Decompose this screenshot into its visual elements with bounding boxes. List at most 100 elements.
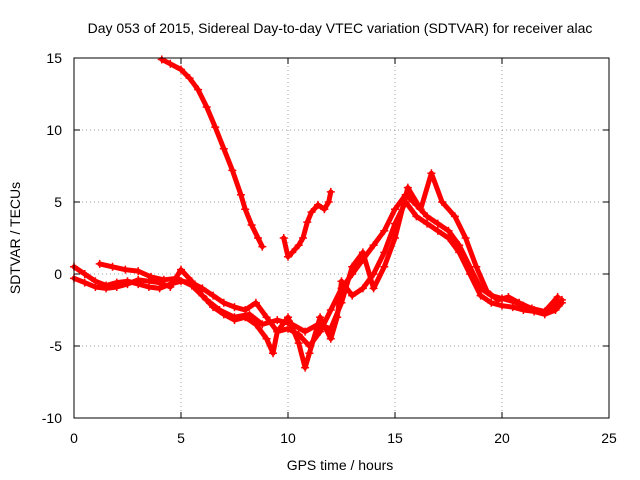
data-point xyxy=(194,85,203,94)
x-tick-label: 15 xyxy=(387,430,403,446)
data-point xyxy=(423,219,432,228)
data-point xyxy=(369,284,378,293)
data-point xyxy=(294,241,303,250)
series-trace xyxy=(97,170,561,335)
data-point xyxy=(307,208,316,217)
data-point xyxy=(403,183,412,192)
x-tick-label: 20 xyxy=(494,430,510,446)
data-point xyxy=(288,248,297,257)
data-point xyxy=(177,265,185,274)
data-point xyxy=(433,226,442,235)
data-point xyxy=(316,313,325,322)
data-point xyxy=(301,363,310,372)
data-point xyxy=(358,248,367,257)
data-point xyxy=(515,298,524,307)
data-point xyxy=(166,59,175,68)
series-trace xyxy=(159,56,265,250)
data-point xyxy=(450,212,459,221)
y-tick-label: 0 xyxy=(54,266,62,282)
data-point xyxy=(187,281,196,290)
x-tick-label: 5 xyxy=(177,430,185,446)
data-point xyxy=(219,144,228,153)
data-point xyxy=(504,293,513,302)
data-point xyxy=(553,293,562,302)
data-point xyxy=(298,234,307,242)
data-point xyxy=(313,320,322,329)
data-point xyxy=(455,248,464,257)
data-point xyxy=(380,262,389,271)
data-point xyxy=(284,252,292,261)
data-point xyxy=(444,226,453,235)
data-point xyxy=(320,205,329,214)
data-point xyxy=(433,219,442,228)
data-point xyxy=(326,187,335,196)
data-point xyxy=(159,275,168,284)
data-point xyxy=(391,205,399,214)
data-point xyxy=(305,349,314,358)
data-point xyxy=(540,307,549,316)
data-point xyxy=(348,262,357,271)
data-point xyxy=(273,327,282,336)
x-tick-label: 10 xyxy=(280,430,296,446)
data-point xyxy=(269,349,278,358)
data-point xyxy=(209,291,218,300)
data-point xyxy=(112,282,121,291)
x-tick-label: 25 xyxy=(601,430,617,446)
y-tick-label: -5 xyxy=(50,338,63,354)
data-point xyxy=(288,320,297,329)
data-point xyxy=(461,234,470,242)
data-point xyxy=(498,301,506,310)
data-point xyxy=(108,262,117,271)
data-point xyxy=(95,259,104,268)
chart-title: Day 053 of 2015, Sidereal Day-to-day VTE… xyxy=(88,20,593,36)
data-point xyxy=(380,248,389,257)
data-point xyxy=(241,205,250,214)
y-tick-label: 15 xyxy=(46,50,62,66)
data-point xyxy=(324,198,333,206)
data-point xyxy=(245,310,254,319)
data-point xyxy=(80,270,89,278)
data-point xyxy=(508,303,517,312)
data-point xyxy=(254,234,263,242)
data-point xyxy=(326,334,335,343)
data-point xyxy=(472,262,481,271)
data-point xyxy=(247,221,256,230)
data-point xyxy=(236,190,245,199)
data-point xyxy=(134,275,143,284)
data-point xyxy=(258,242,267,251)
data-point xyxy=(273,316,282,325)
data-point xyxy=(177,65,185,74)
data-point xyxy=(380,226,389,235)
data-series xyxy=(70,55,566,372)
data-point xyxy=(303,218,312,227)
data-point xyxy=(262,313,271,322)
data-point xyxy=(438,198,447,206)
data-point xyxy=(391,234,399,242)
data-point xyxy=(369,241,378,250)
data-point xyxy=(157,55,166,64)
data-point xyxy=(91,282,100,291)
data-point xyxy=(258,320,267,329)
data-point xyxy=(166,282,175,291)
data-point xyxy=(102,284,111,293)
data-point xyxy=(527,304,536,313)
data-point xyxy=(147,272,156,281)
y-axis-label: SDTVAR / TECUs xyxy=(7,182,23,294)
data-point xyxy=(416,205,425,214)
data-point xyxy=(294,339,303,348)
grid-lines xyxy=(74,58,609,418)
data-point xyxy=(412,212,421,221)
data-point xyxy=(230,313,239,322)
x-tick-label: 0 xyxy=(70,430,78,446)
data-point xyxy=(427,169,436,178)
series-track-e xyxy=(279,187,335,261)
data-point xyxy=(80,278,89,287)
y-tick-label: -10 xyxy=(42,410,62,426)
axis-ticks: 0 5 10 15 20 25 -10 -5 0 5 10 15 xyxy=(42,50,617,446)
data-point xyxy=(301,327,310,336)
data-point xyxy=(215,306,224,314)
series-track-d xyxy=(157,55,267,251)
data-point xyxy=(557,298,566,307)
data-point xyxy=(172,274,181,283)
